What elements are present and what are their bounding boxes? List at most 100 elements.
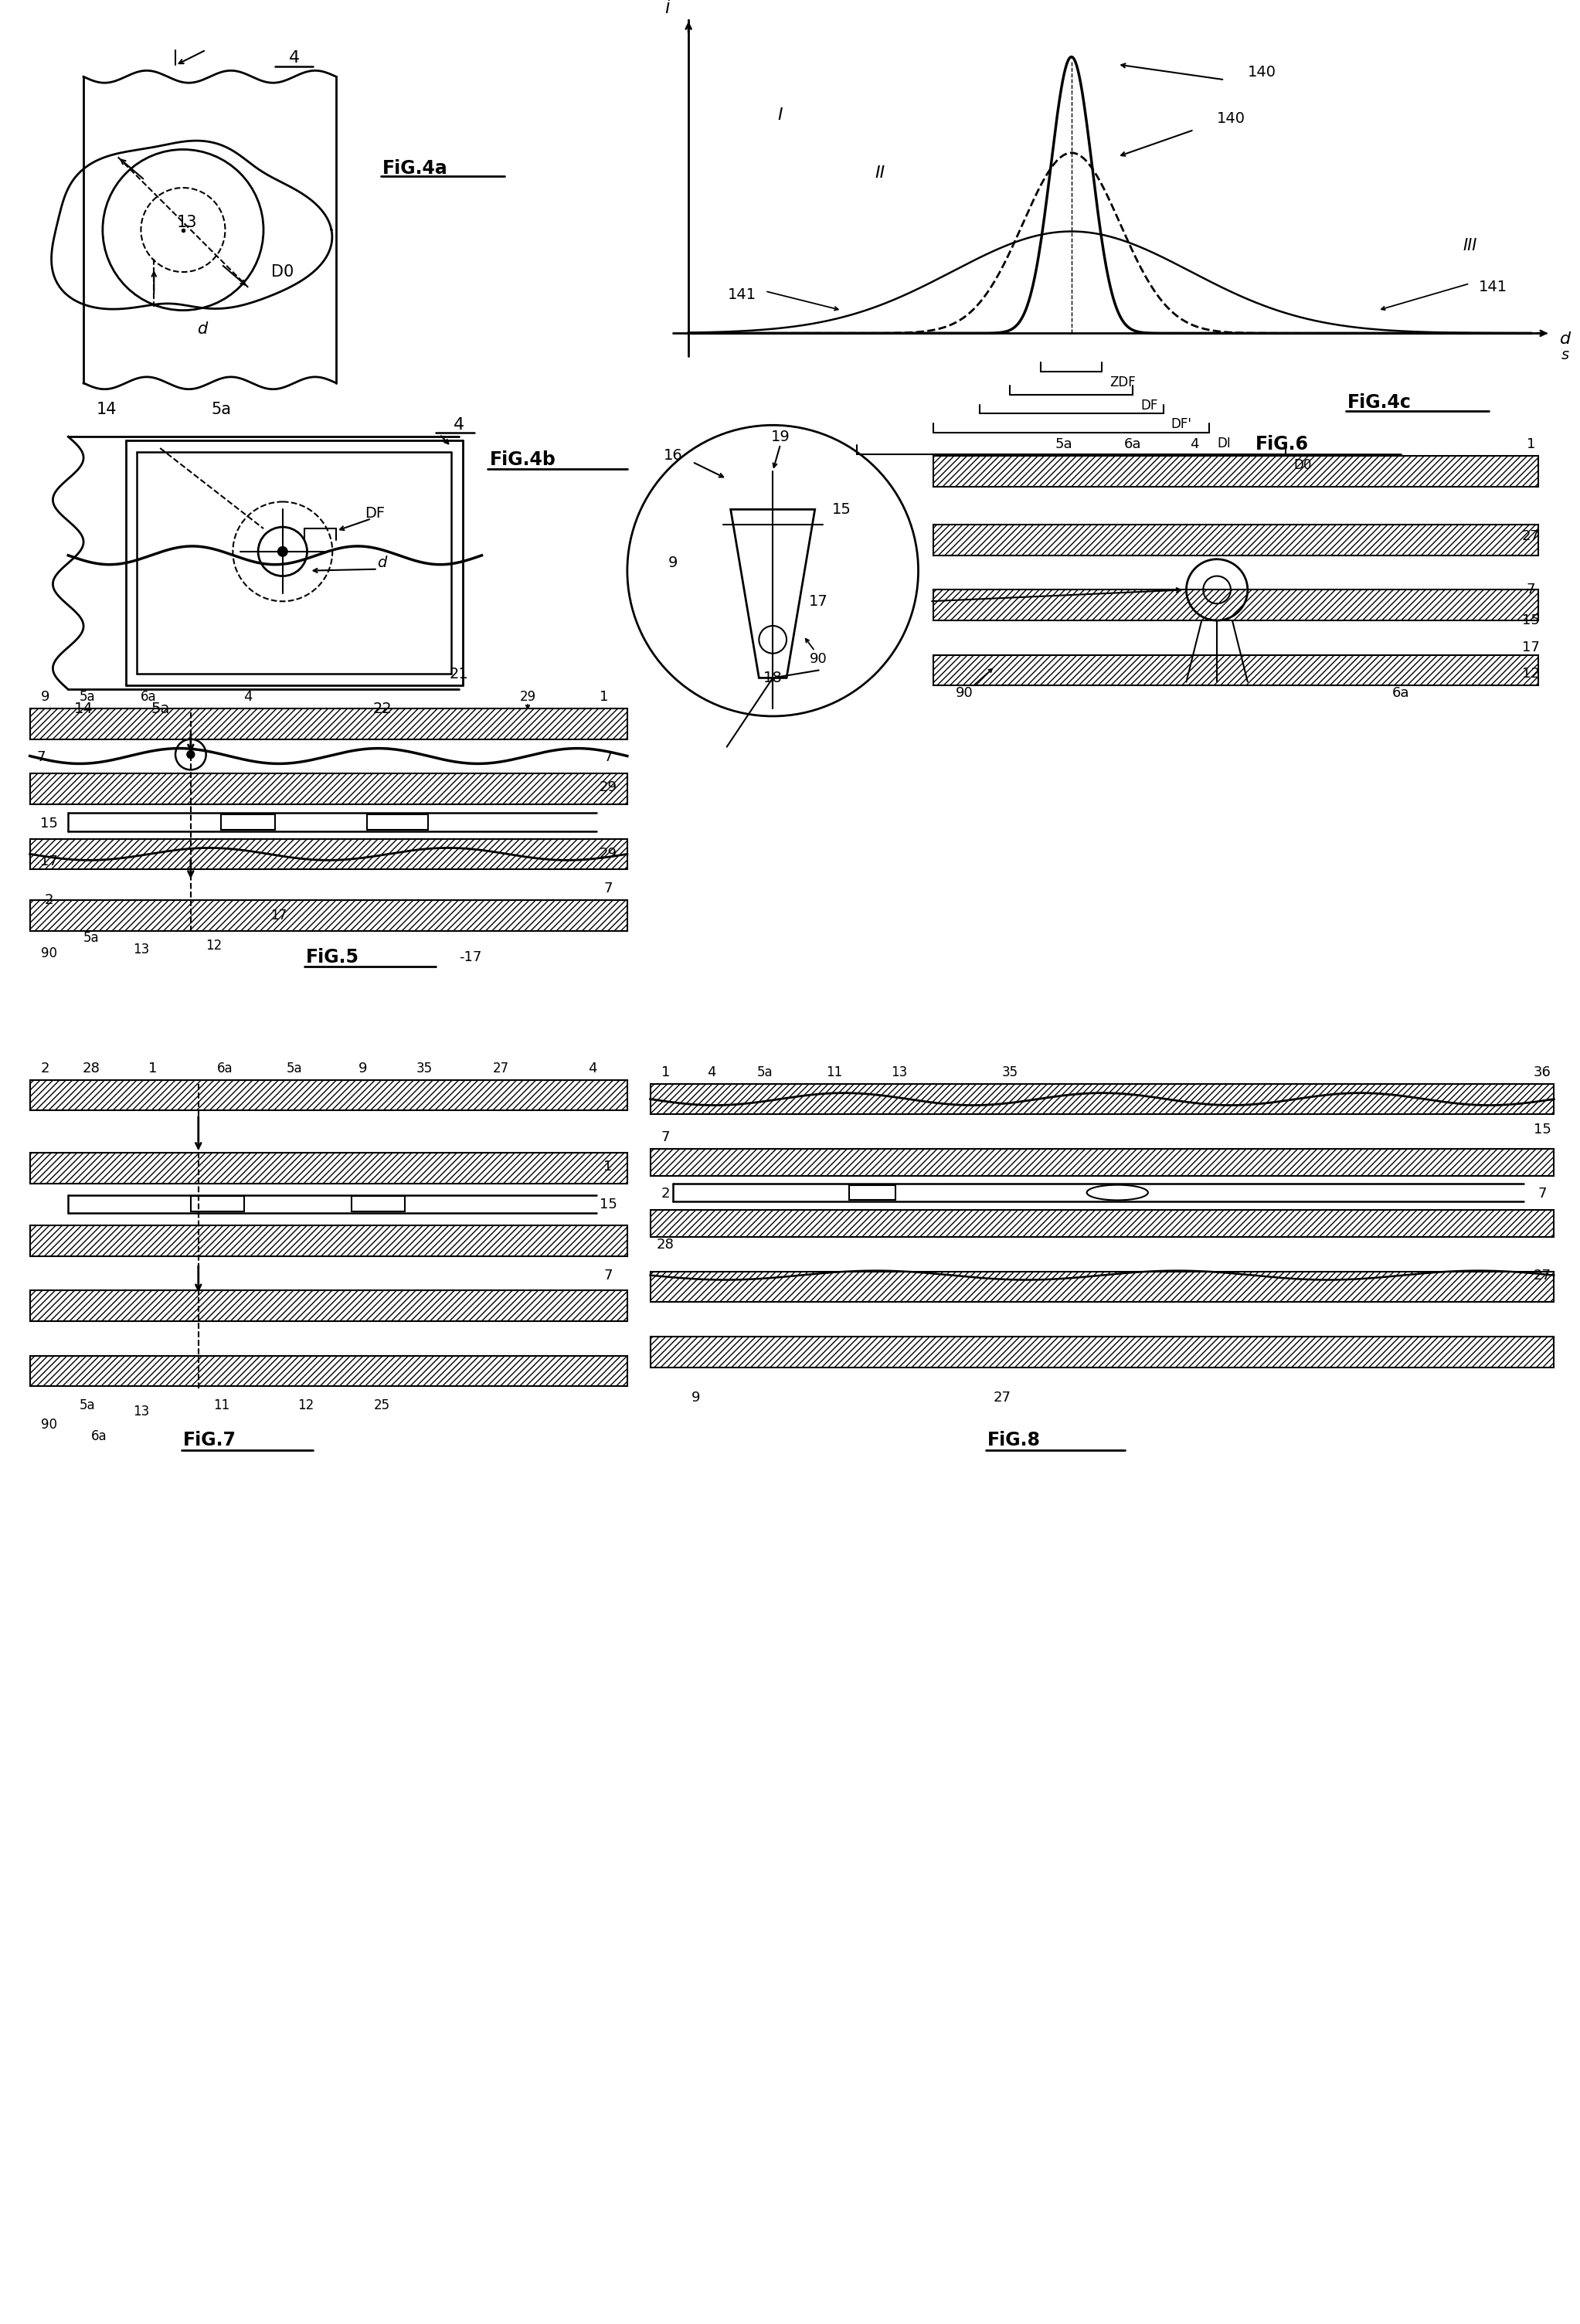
Bar (30, 899, 627, 930)
Text: FiG.4a: FiG.4a (382, 160, 447, 179)
Text: 1: 1 (604, 1160, 613, 1174)
Text: 140: 140 (1248, 65, 1277, 79)
Text: 14: 14 (96, 402, 117, 418)
Text: 140: 140 (1217, 112, 1245, 125)
Text: 12: 12 (1522, 667, 1540, 681)
Text: 5a: 5a (79, 1399, 95, 1413)
Text: 15: 15 (1534, 1122, 1552, 1136)
Text: 4: 4 (588, 1062, 597, 1076)
Bar (30, 709, 627, 739)
Text: 13: 13 (133, 1404, 149, 1418)
Text: DI: DI (1217, 437, 1231, 451)
Text: 1: 1 (1526, 437, 1536, 451)
Text: FiG.4b: FiG.4b (490, 451, 556, 469)
Text: ZDF: ZDF (1109, 376, 1136, 390)
Ellipse shape (1087, 1185, 1149, 1199)
Bar (934, 525, 1539, 555)
Text: 4: 4 (243, 690, 253, 704)
Text: 17: 17 (40, 855, 58, 869)
Bar (651, 1336, 1555, 1367)
Bar (651, 1211, 1555, 1236)
Text: i: i (664, 0, 670, 16)
Text: 15: 15 (1522, 614, 1540, 627)
Text: 9: 9 (359, 1062, 368, 1076)
Text: 15: 15 (833, 502, 852, 516)
Text: FiG.4c: FiG.4c (1348, 393, 1411, 411)
Text: 12: 12 (297, 1399, 314, 1413)
Text: 25: 25 (374, 1399, 390, 1413)
Text: 17: 17 (270, 909, 288, 923)
Bar (934, 655, 1539, 686)
Text: d: d (198, 321, 207, 337)
Text: 19: 19 (771, 430, 790, 444)
Text: 11: 11 (213, 1399, 229, 1413)
Bar (934, 590, 1539, 621)
Text: 27: 27 (994, 1390, 1011, 1404)
Text: 90: 90 (811, 651, 828, 665)
Text: 5a: 5a (212, 402, 231, 418)
Text: 36: 36 (1534, 1064, 1552, 1078)
Text: 22: 22 (373, 702, 392, 716)
Bar (651, 1148, 1555, 1176)
Text: 17: 17 (809, 595, 828, 609)
Text: 6a: 6a (1123, 437, 1141, 451)
Text: s: s (1561, 346, 1569, 363)
Text: 7: 7 (1526, 583, 1536, 597)
Text: 5a: 5a (757, 1064, 773, 1078)
Text: III: III (1463, 239, 1477, 253)
Text: d: d (1559, 332, 1571, 346)
Text: 6a: 6a (141, 690, 156, 704)
Text: 4: 4 (289, 49, 300, 65)
Text: FiG.5: FiG.5 (305, 948, 359, 967)
Text: 5a: 5a (1055, 437, 1073, 451)
Bar (30, 1153, 627, 1183)
Text: DF: DF (365, 507, 384, 521)
Text: 90: 90 (41, 1418, 57, 1432)
Text: 1: 1 (600, 690, 608, 704)
Text: 35: 35 (416, 1062, 433, 1076)
Bar (651, 1083, 1555, 1116)
Text: 7: 7 (604, 881, 613, 895)
Text: 6a: 6a (216, 1062, 234, 1076)
Text: 5a: 5a (286, 1062, 302, 1076)
Text: 1: 1 (149, 1062, 156, 1076)
Text: 28: 28 (657, 1239, 675, 1253)
Text: FiG.6: FiG.6 (1255, 435, 1308, 453)
Circle shape (186, 751, 194, 758)
Text: 27: 27 (1534, 1269, 1552, 1283)
Text: -17: -17 (458, 951, 482, 964)
Text: 5a: 5a (84, 932, 100, 946)
Text: 29: 29 (520, 690, 536, 704)
Text: 141: 141 (728, 288, 757, 302)
Text: I: I (777, 107, 784, 123)
Circle shape (278, 546, 288, 555)
Text: FiG.7: FiG.7 (183, 1432, 237, 1450)
Text: 7: 7 (660, 1129, 670, 1143)
Text: 11: 11 (826, 1064, 842, 1078)
Bar (30, 839, 627, 869)
Text: D0: D0 (1294, 458, 1311, 472)
Text: 7: 7 (604, 1269, 613, 1283)
Text: 4: 4 (1190, 437, 1199, 451)
Text: II: II (875, 165, 885, 181)
Bar (30, 1225, 627, 1255)
Text: 6a: 6a (1392, 686, 1409, 700)
Text: 29: 29 (599, 781, 618, 795)
Text: 141: 141 (1479, 279, 1507, 295)
Text: 12: 12 (205, 939, 221, 953)
Text: 1: 1 (660, 1064, 670, 1078)
Text: 9: 9 (668, 555, 678, 569)
Text: FiG.8: FiG.8 (988, 1432, 1041, 1450)
Bar (30, 1355, 627, 1387)
Text: 15: 15 (40, 816, 58, 830)
Text: 27: 27 (493, 1062, 509, 1076)
Text: 7: 7 (1537, 1185, 1547, 1199)
Text: 9: 9 (692, 1390, 700, 1404)
Text: 2: 2 (44, 892, 54, 906)
Bar (30, 1081, 627, 1111)
Text: 7: 7 (604, 751, 613, 765)
Text: 13: 13 (133, 944, 149, 957)
Text: 13: 13 (177, 214, 198, 230)
Text: 14: 14 (74, 702, 93, 716)
Text: 5a: 5a (150, 702, 169, 716)
